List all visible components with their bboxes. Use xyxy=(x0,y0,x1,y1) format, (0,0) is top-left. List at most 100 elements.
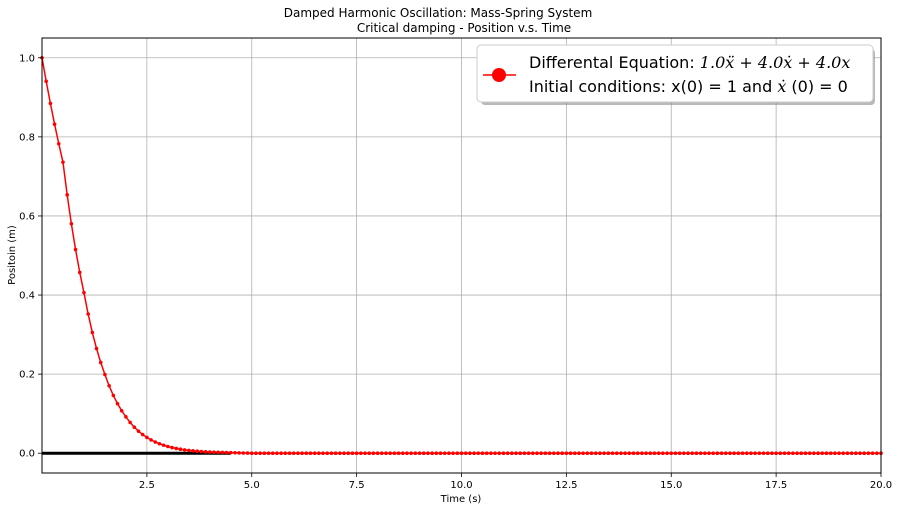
position-data-point xyxy=(795,451,799,456)
position-data-point xyxy=(115,401,120,406)
position-data-point xyxy=(698,451,703,456)
position-data-point xyxy=(564,451,569,456)
x-tick-label: 10.0 xyxy=(450,480,472,491)
position-data-point xyxy=(539,451,543,456)
position-data-point xyxy=(228,450,233,455)
position-data-point xyxy=(61,160,65,164)
position-data-point xyxy=(384,451,388,456)
position-data-point xyxy=(497,451,502,456)
position-data-point xyxy=(619,451,623,456)
position-data-point xyxy=(396,451,401,456)
position-data-point xyxy=(837,451,841,456)
x-tick-label: 2.5 xyxy=(139,480,155,491)
position-data-point xyxy=(262,451,267,456)
position-data-point xyxy=(589,451,594,456)
position-data-point xyxy=(581,451,585,456)
position-data-point xyxy=(342,451,346,456)
position-data-point xyxy=(178,447,183,452)
position-data-point xyxy=(451,451,455,456)
position-data-point xyxy=(203,450,208,454)
position-data-point xyxy=(442,451,447,456)
position-data-point xyxy=(174,446,179,451)
position-data-point xyxy=(753,451,757,456)
series-layer xyxy=(40,55,883,456)
position-data-point xyxy=(585,451,590,456)
position-data-point xyxy=(828,451,833,456)
position-data-point xyxy=(224,450,229,455)
position-data-point xyxy=(568,451,573,456)
position-data-point xyxy=(421,451,426,456)
position-data-point xyxy=(187,448,191,453)
position-data-point xyxy=(350,451,355,456)
position-data-point xyxy=(65,193,69,197)
position-data-point xyxy=(610,451,615,456)
position-data-point xyxy=(103,372,107,377)
position-data-point xyxy=(703,451,707,456)
position-data-point xyxy=(170,445,174,450)
position-data-point xyxy=(556,451,560,456)
position-data-point xyxy=(279,451,283,456)
position-data-point xyxy=(531,451,535,456)
position-data-point xyxy=(346,451,351,456)
position-data-point xyxy=(149,438,153,442)
position-data-point xyxy=(48,101,53,106)
x-tick-label: 17.5 xyxy=(765,480,787,491)
position-data-point xyxy=(216,450,220,455)
x-axis-label: Time (s) xyxy=(440,494,482,505)
x-tick-label: 7.5 xyxy=(349,480,365,491)
position-data-point xyxy=(308,451,313,456)
position-data-point xyxy=(598,451,602,456)
position-data-point xyxy=(166,444,170,449)
position-data-point xyxy=(820,451,825,456)
position-data-point xyxy=(665,451,669,456)
position-data-point xyxy=(501,451,506,456)
position-data-point xyxy=(463,451,468,456)
position-data-point xyxy=(749,451,753,456)
position-data-point xyxy=(514,451,518,456)
position-data-point xyxy=(107,383,111,388)
position-data-point xyxy=(275,451,279,456)
position-data-point xyxy=(803,451,808,456)
position-data-point xyxy=(367,451,372,456)
position-data-point xyxy=(627,451,632,456)
position-data-point xyxy=(296,451,300,456)
position-data-point xyxy=(661,451,665,456)
position-data-point xyxy=(283,451,288,456)
position-data-point xyxy=(510,451,514,456)
position-data-point xyxy=(94,346,99,351)
legend-marker-swatch xyxy=(492,68,506,82)
position-data-point xyxy=(325,451,330,456)
chart-title: Damped Harmonic Oscillation: Mass-Spring… xyxy=(284,6,593,20)
position-data-point xyxy=(757,451,762,456)
position-data-point xyxy=(774,451,778,456)
position-data-point xyxy=(635,451,640,456)
y-tick-label: 0.4 xyxy=(19,291,35,302)
position-data-point xyxy=(371,451,376,456)
position-data-point xyxy=(816,451,820,456)
position-data-point xyxy=(417,451,422,456)
position-data-point xyxy=(719,451,724,456)
position-data-point xyxy=(606,451,611,456)
x-tick-label: 5.0 xyxy=(244,480,260,491)
position-data-point xyxy=(430,451,434,456)
position-data-point xyxy=(388,451,392,456)
position-data-point xyxy=(614,451,619,456)
position-data-point xyxy=(484,451,489,456)
position-data-point xyxy=(560,451,564,456)
position-data-point xyxy=(82,290,86,295)
position-data-point xyxy=(86,312,90,316)
position-data-point xyxy=(359,451,363,456)
position-data-point xyxy=(379,451,384,456)
legend-line1-prefix: Differental Equation: xyxy=(529,53,700,72)
y-tick-label: 0.8 xyxy=(19,132,35,143)
legend-entry-line2: Initial conditions: x(0) = 1 and ẋ (0) =… xyxy=(529,77,848,96)
position-data-point xyxy=(426,451,430,456)
position-data-point xyxy=(782,451,787,456)
position-data-point xyxy=(44,79,48,84)
position-data-point xyxy=(526,451,531,456)
position-data-point xyxy=(90,330,95,335)
position-data-point xyxy=(317,451,321,456)
position-data-point xyxy=(233,450,237,455)
position-data-point xyxy=(866,451,871,456)
position-data-point xyxy=(480,451,485,456)
